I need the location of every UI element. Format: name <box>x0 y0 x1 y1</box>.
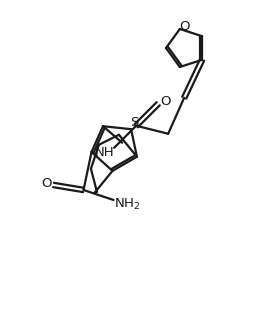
Text: O: O <box>180 20 190 33</box>
Text: O: O <box>41 177 52 190</box>
Text: S: S <box>130 116 138 129</box>
Text: NH: NH <box>94 146 114 159</box>
Text: O: O <box>160 95 170 108</box>
Text: NH$_2$: NH$_2$ <box>114 197 141 212</box>
